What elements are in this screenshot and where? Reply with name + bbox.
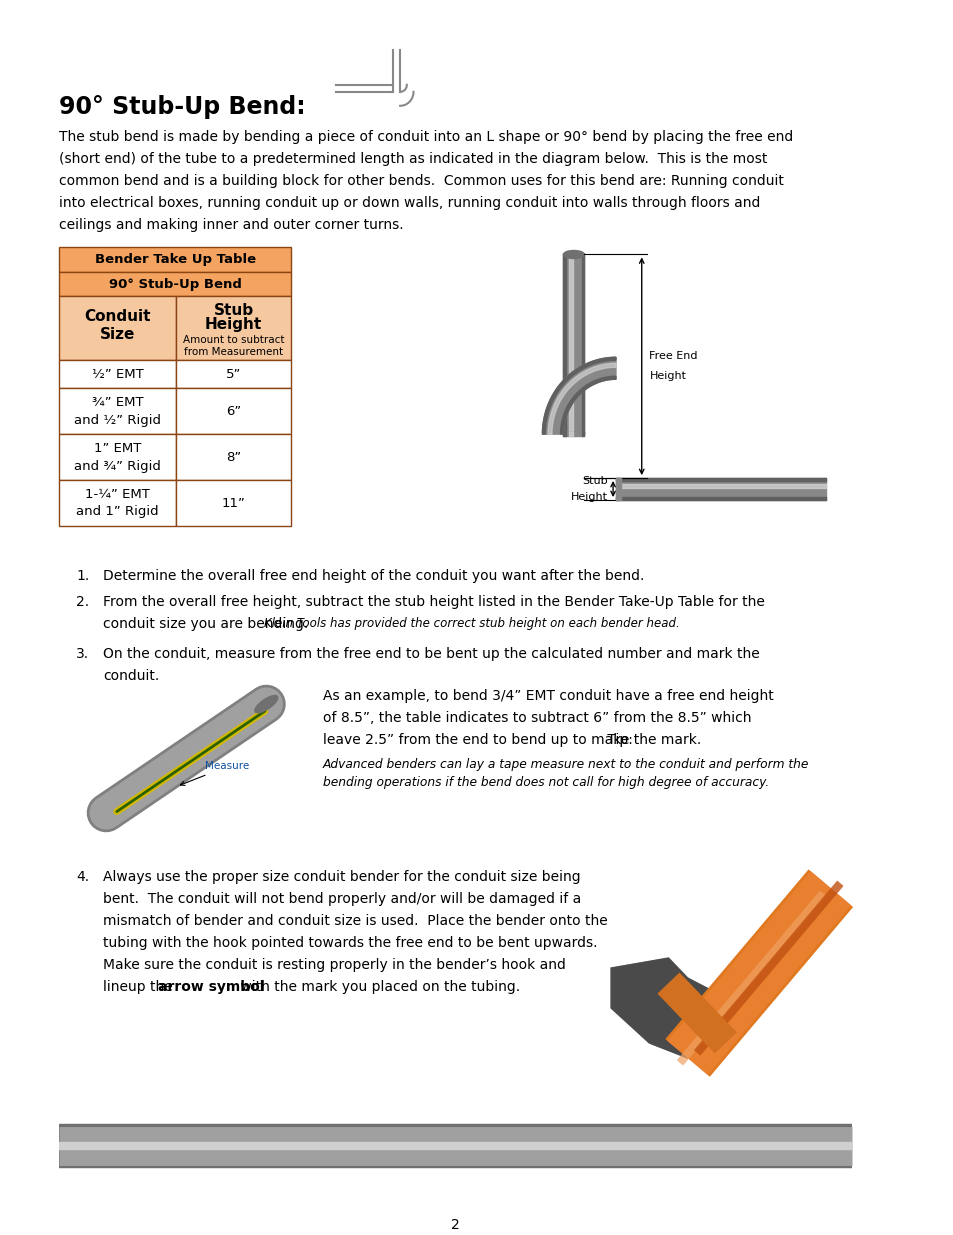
Text: Conduit: Conduit bbox=[84, 309, 151, 324]
Polygon shape bbox=[611, 958, 725, 1058]
Text: 6”: 6” bbox=[226, 405, 241, 417]
Text: 1-¼” EMT: 1-¼” EMT bbox=[85, 488, 150, 500]
FancyBboxPatch shape bbox=[59, 388, 175, 435]
FancyBboxPatch shape bbox=[59, 361, 175, 388]
Text: Bender Take Up Table: Bender Take Up Table bbox=[94, 253, 255, 266]
Polygon shape bbox=[542, 357, 616, 435]
Text: The stub bend is made by bending a piece of conduit into an L shape or 90° bend : The stub bend is made by bending a piece… bbox=[59, 130, 793, 143]
Text: ceilings and making inner and outer corner turns.: ceilings and making inner and outer corn… bbox=[59, 217, 403, 232]
Text: Height: Height bbox=[649, 372, 685, 382]
Polygon shape bbox=[548, 363, 616, 435]
Text: Height: Height bbox=[205, 317, 262, 332]
Text: Klein Tools has provided the correct stub height on each bender head.: Klein Tools has provided the correct stu… bbox=[264, 616, 679, 630]
Text: 5”: 5” bbox=[226, 368, 241, 380]
Text: Measure: Measure bbox=[180, 762, 250, 785]
Polygon shape bbox=[560, 377, 616, 435]
FancyBboxPatch shape bbox=[59, 273, 291, 296]
Text: From the overall free height, subtract the stub height listed in the Bender Take: From the overall free height, subtract t… bbox=[103, 595, 764, 609]
Text: from Measurement: from Measurement bbox=[184, 347, 283, 357]
Text: 8”: 8” bbox=[226, 451, 241, 463]
FancyBboxPatch shape bbox=[59, 435, 175, 480]
Text: mismatch of bender and conduit size is used.  Place the bender onto the: mismatch of bender and conduit size is u… bbox=[103, 914, 607, 929]
Text: and ½” Rigid: and ½” Rigid bbox=[74, 414, 161, 426]
Text: and 1” Rigid: and 1” Rigid bbox=[76, 505, 158, 519]
FancyBboxPatch shape bbox=[175, 480, 291, 526]
Text: 90° Stub-Up Bend:: 90° Stub-Up Bend: bbox=[59, 95, 306, 119]
Polygon shape bbox=[611, 958, 725, 1058]
Text: conduit size you are bending.: conduit size you are bending. bbox=[103, 616, 316, 631]
Text: conduit.: conduit. bbox=[103, 668, 159, 683]
Text: and ¾” Rigid: and ¾” Rigid bbox=[74, 459, 161, 473]
Text: Advanced benders can lay a tape measure next to the conduit and perform the: Advanced benders can lay a tape measure … bbox=[322, 758, 808, 772]
FancyBboxPatch shape bbox=[59, 480, 175, 526]
Text: (short end) of the tube to a predetermined length as indicated in the diagram be: (short end) of the tube to a predetermin… bbox=[59, 152, 767, 165]
Text: Tip:: Tip: bbox=[602, 732, 632, 746]
Text: 3.: 3. bbox=[76, 647, 90, 661]
Text: tubing with the hook pointed towards the free end to be bent upwards.: tubing with the hook pointed towards the… bbox=[103, 936, 597, 950]
Text: Make sure the conduit is resting properly in the bender’s hook and: Make sure the conduit is resting properl… bbox=[103, 958, 565, 972]
Text: Stub: Stub bbox=[582, 475, 608, 487]
FancyBboxPatch shape bbox=[175, 296, 291, 361]
Text: 2.: 2. bbox=[76, 595, 90, 609]
Text: Size: Size bbox=[100, 327, 135, 342]
Text: Always use the proper size conduit bender for the conduit size being: Always use the proper size conduit bende… bbox=[103, 871, 580, 884]
Text: Height: Height bbox=[571, 492, 608, 501]
Ellipse shape bbox=[563, 251, 584, 258]
FancyBboxPatch shape bbox=[175, 388, 291, 435]
FancyBboxPatch shape bbox=[59, 296, 175, 361]
Text: ¾” EMT: ¾” EMT bbox=[91, 395, 143, 409]
Polygon shape bbox=[542, 357, 616, 435]
Text: Determine the overall free end height of the conduit you want after the bend.: Determine the overall free end height of… bbox=[103, 569, 644, 583]
Text: into electrical boxes, running conduit up or down walls, running conduit into wa: into electrical boxes, running conduit u… bbox=[59, 195, 760, 210]
Text: bending operations if the bend does not call for high degree of accuracy.: bending operations if the bend does not … bbox=[322, 777, 768, 789]
Text: 90° Stub-Up Bend: 90° Stub-Up Bend bbox=[109, 278, 241, 291]
Text: 2: 2 bbox=[451, 1218, 459, 1231]
Text: On the conduit, measure from the free end to be bent up the calculated number an: On the conduit, measure from the free en… bbox=[103, 647, 760, 661]
Text: with the mark you placed on the tubing.: with the mark you placed on the tubing. bbox=[235, 981, 519, 994]
Text: 4.: 4. bbox=[76, 871, 90, 884]
FancyBboxPatch shape bbox=[59, 247, 291, 273]
Text: As an example, to bend 3/4” EMT conduit have a free end height: As an example, to bend 3/4” EMT conduit … bbox=[322, 689, 773, 703]
Text: of 8.5”, the table indicates to subtract 6” from the 8.5” which: of 8.5”, the table indicates to subtract… bbox=[322, 710, 751, 725]
Text: lineup the: lineup the bbox=[103, 981, 177, 994]
Text: Amount to subtract: Amount to subtract bbox=[183, 336, 284, 346]
Text: common bend and is a building block for other bends.  Common uses for this bend : common bend and is a building block for … bbox=[59, 174, 783, 188]
Text: 11”: 11” bbox=[221, 496, 245, 510]
Text: 1.: 1. bbox=[76, 569, 90, 583]
Ellipse shape bbox=[254, 695, 277, 713]
FancyBboxPatch shape bbox=[175, 435, 291, 480]
FancyBboxPatch shape bbox=[175, 361, 291, 388]
Text: 1” EMT: 1” EMT bbox=[93, 442, 141, 454]
Text: ½” EMT: ½” EMT bbox=[91, 368, 143, 380]
Text: arrow symbol: arrow symbol bbox=[157, 981, 264, 994]
Text: Stub: Stub bbox=[213, 303, 253, 317]
Text: Free End: Free End bbox=[649, 351, 698, 362]
Text: bent.  The conduit will not bend properly and/or will be damaged if a: bent. The conduit will not bend properly… bbox=[103, 892, 580, 906]
Text: leave 2.5” from the end to bend up to make the mark.: leave 2.5” from the end to bend up to ma… bbox=[322, 732, 700, 746]
